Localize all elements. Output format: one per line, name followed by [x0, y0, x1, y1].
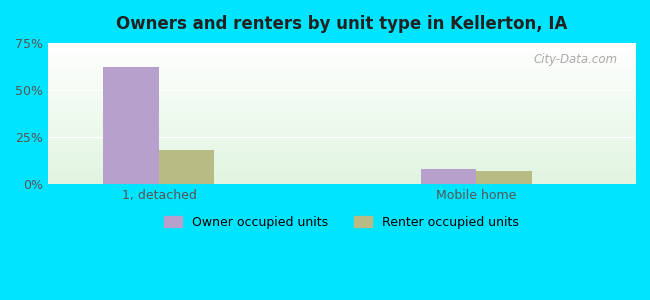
Title: Owners and renters by unit type in Kellerton, IA: Owners and renters by unit type in Kelle…: [116, 15, 567, 33]
Text: City-Data.com: City-Data.com: [533, 53, 618, 66]
Bar: [159, 150, 214, 184]
Bar: [476, 171, 532, 184]
Bar: [103, 67, 159, 184]
Legend: Owner occupied units, Renter occupied units: Owner occupied units, Renter occupied un…: [159, 211, 524, 234]
Bar: [421, 169, 476, 184]
